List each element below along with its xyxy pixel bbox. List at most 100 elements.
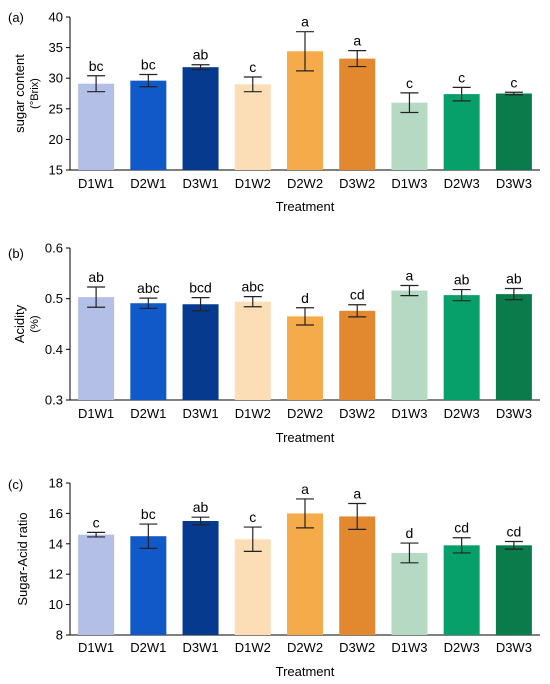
panel-label: (a)	[8, 10, 24, 25]
x-tick-label: D2W2	[287, 640, 323, 655]
x-tick-label: D2W2	[287, 406, 323, 421]
y-axis-label: (%)	[29, 315, 41, 332]
x-tick-label: D2W3	[444, 406, 480, 421]
significance-letter: cd	[454, 520, 469, 536]
bar	[339, 58, 376, 171]
bar	[130, 80, 167, 170]
significance-letter: c	[249, 509, 256, 525]
bar	[182, 67, 219, 170]
significance-letter: cd	[350, 287, 365, 303]
x-tick-label: D2W1	[130, 176, 166, 191]
bar	[495, 545, 532, 635]
bar	[78, 83, 115, 170]
x-tick-label: D1W3	[391, 640, 427, 655]
x-axis-label: Treatment	[276, 430, 335, 445]
significance-letter: a	[301, 14, 309, 30]
x-tick-label: D2W1	[130, 406, 166, 421]
bar	[339, 310, 376, 400]
y-tick-label: 8	[56, 628, 63, 643]
x-axis-label: Treatment	[276, 199, 335, 214]
x-tick-label: D2W3	[444, 640, 480, 655]
significance-letter: c	[406, 75, 413, 91]
y-tick-label: 14	[49, 536, 63, 551]
x-axis-label: Treatment	[276, 664, 335, 679]
bar	[339, 516, 376, 635]
significance-letter: ab	[506, 271, 522, 287]
x-tick-label: D3W3	[496, 640, 532, 655]
x-tick-label: D1W1	[78, 640, 114, 655]
x-tick-label: D1W2	[235, 176, 271, 191]
y-tick-label: 0.5	[45, 291, 63, 306]
bar	[234, 301, 271, 400]
y-tick-label: 0.4	[45, 342, 63, 357]
significance-letter: abc	[241, 279, 264, 295]
x-tick-label: D1W2	[235, 406, 271, 421]
significance-letter: a	[353, 486, 361, 502]
x-tick-label: D3W1	[182, 640, 218, 655]
significance-letter: a	[301, 481, 309, 497]
bar	[391, 290, 428, 400]
panel-a: 15 20 25 30 35 40 (a) sugar content (°Brix) bc D1W…	[8, 10, 540, 214]
x-tick-label: D3W3	[496, 406, 532, 421]
bar	[234, 84, 271, 170]
panel-c: 8 10 12 14 16 18 (c) Sugar-Acid ratio c D1W1 bc D2W…	[8, 476, 540, 679]
y-tick-label: 30	[49, 71, 63, 86]
y-axis-label: sugar content	[12, 54, 27, 133]
bar	[495, 93, 532, 170]
x-tick-label: D3W1	[182, 406, 218, 421]
significance-letter: a	[406, 267, 414, 283]
x-tick-label: D3W3	[496, 176, 532, 191]
significance-letter: bcd	[189, 280, 212, 296]
bar	[78, 534, 115, 635]
bar	[287, 513, 323, 635]
y-axis-label: (°Brix)	[29, 78, 41, 109]
significance-letter: a	[353, 33, 361, 49]
x-tick-label: D3W2	[339, 176, 375, 191]
y-tick-label: 16	[49, 506, 63, 521]
y-tick-label: 40	[49, 10, 63, 25]
significance-letter: c	[93, 514, 100, 530]
x-tick-label: D1W1	[78, 406, 114, 421]
bar	[443, 94, 480, 170]
bar	[130, 303, 167, 400]
significance-letter: ab	[193, 499, 209, 515]
x-tick-label: D3W2	[339, 640, 375, 655]
y-axis-label: Acidity	[12, 304, 27, 343]
bar	[130, 536, 167, 635]
significance-letter: cd	[506, 524, 521, 540]
x-tick-label: D2W3	[444, 176, 480, 191]
bar	[182, 304, 219, 400]
x-tick-label: D3W2	[339, 406, 375, 421]
y-tick-label: 35	[49, 40, 63, 55]
significance-letter: abc	[137, 280, 160, 296]
x-tick-label: D1W2	[235, 640, 271, 655]
bar	[182, 521, 219, 635]
y-tick-label: 0.3	[45, 393, 63, 408]
significance-letter: ab	[454, 272, 470, 288]
x-tick-label: D1W3	[391, 176, 427, 191]
significance-letter: bc	[141, 506, 156, 522]
significance-letter: d	[406, 525, 414, 541]
bar	[234, 539, 271, 635]
significance-letter: d	[301, 290, 309, 306]
bar	[78, 297, 115, 400]
y-tick-label: 20	[49, 132, 63, 147]
significance-letter: ab	[88, 269, 104, 285]
bar	[443, 295, 480, 400]
x-tick-label: D2W1	[130, 640, 166, 655]
bar	[287, 316, 323, 400]
panel-label: (c)	[8, 477, 23, 492]
x-tick-label: D1W3	[391, 406, 427, 421]
x-tick-label: D2W2	[287, 176, 323, 191]
panel-b: 0.3 0.4 0.5 0.6 (b) Acidity (%) ab D1W1 abc D2W1 bc…	[8, 241, 540, 445]
bar	[391, 102, 428, 170]
significance-letter: c	[510, 74, 517, 90]
bar	[443, 545, 480, 635]
bar	[391, 552, 428, 635]
significance-letter: bc	[89, 58, 104, 74]
bar	[495, 294, 532, 400]
panel-label: (b)	[8, 246, 24, 261]
y-tick-label: 18	[49, 476, 63, 491]
significance-letter: c	[458, 69, 465, 85]
